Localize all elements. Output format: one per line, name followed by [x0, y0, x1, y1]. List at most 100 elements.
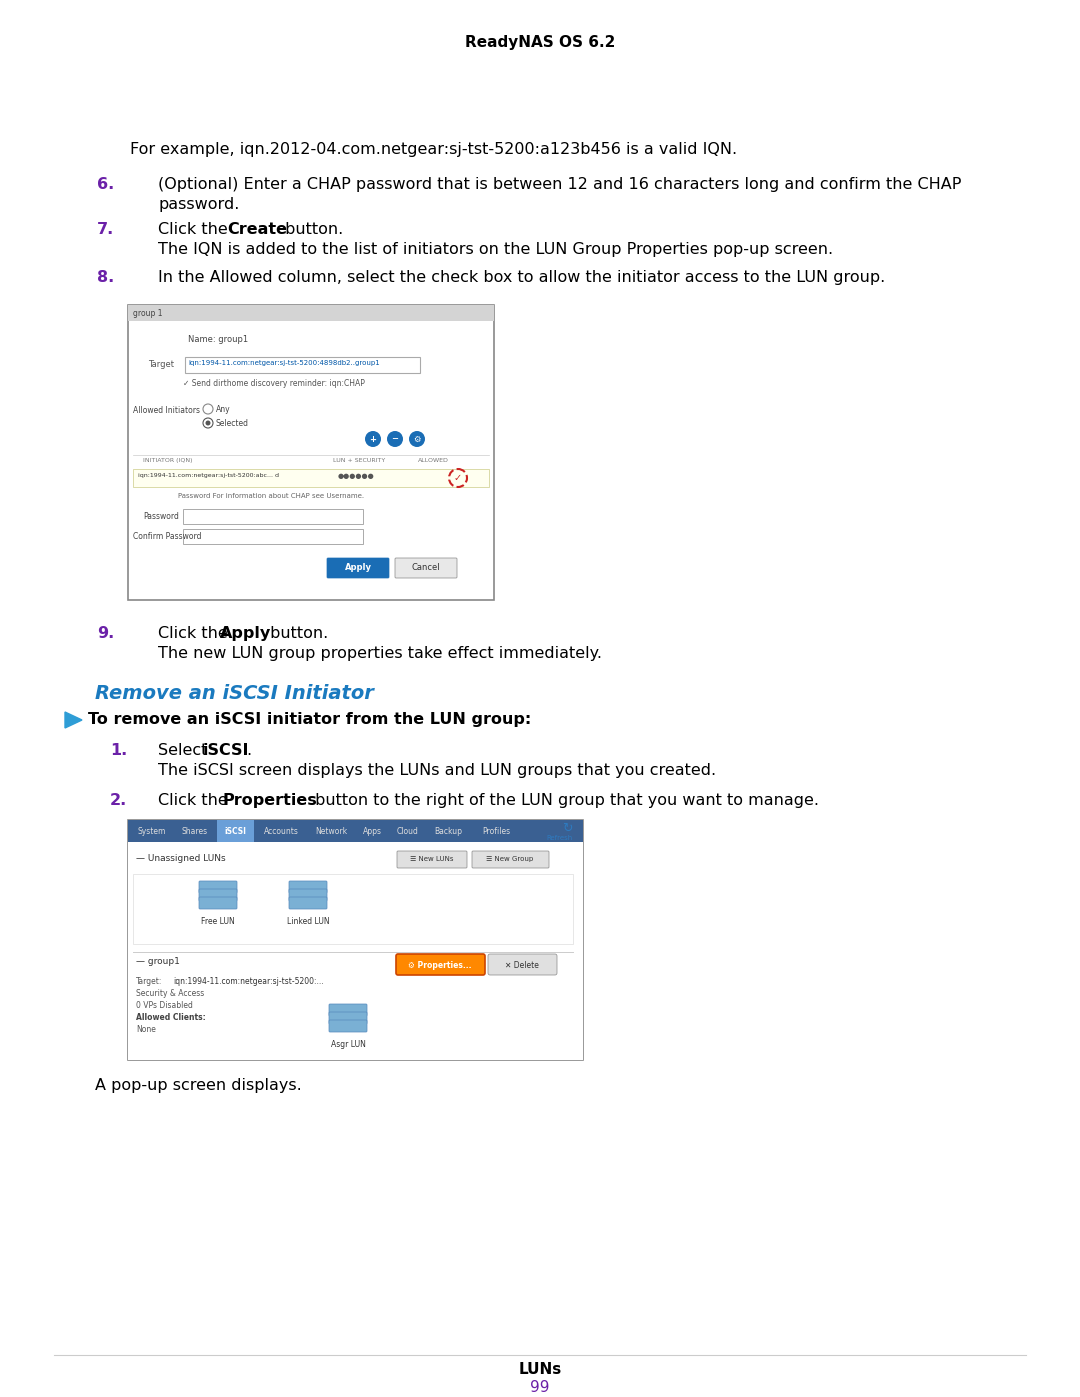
- Text: Click the: Click the: [158, 793, 233, 807]
- Text: Profiles: Profiles: [482, 827, 510, 835]
- Text: Network: Network: [315, 827, 348, 835]
- Text: Selected: Selected: [216, 419, 249, 427]
- Text: The new LUN group properties take effect immediately.: The new LUN group properties take effect…: [158, 645, 602, 661]
- FancyBboxPatch shape: [199, 888, 237, 901]
- FancyBboxPatch shape: [199, 882, 237, 893]
- FancyBboxPatch shape: [396, 954, 485, 975]
- FancyBboxPatch shape: [129, 305, 494, 599]
- Text: Free LUN: Free LUN: [201, 916, 234, 926]
- Circle shape: [365, 432, 381, 447]
- Text: (Optional) Enter a CHAP password that is between 12 and 16 characters long and c: (Optional) Enter a CHAP password that is…: [158, 177, 961, 191]
- Text: ReadyNAS OS 6.2: ReadyNAS OS 6.2: [464, 35, 616, 49]
- Text: 9.: 9.: [97, 626, 114, 641]
- Text: .: .: [246, 743, 252, 759]
- Text: ✓: ✓: [454, 474, 462, 483]
- Text: iSCSI: iSCSI: [225, 827, 246, 835]
- FancyBboxPatch shape: [472, 851, 549, 868]
- FancyBboxPatch shape: [133, 469, 489, 488]
- Text: Refresh: Refresh: [546, 835, 573, 841]
- Text: Asgr LUN: Asgr LUN: [330, 1039, 365, 1049]
- Text: 99: 99: [530, 1380, 550, 1396]
- Text: Properties: Properties: [222, 793, 316, 807]
- Text: Allowed Clients:: Allowed Clients:: [136, 1013, 206, 1023]
- Text: Backup: Backup: [434, 827, 462, 835]
- Text: password.: password.: [158, 197, 240, 212]
- Text: button.: button.: [265, 626, 328, 641]
- Text: Target: Target: [148, 360, 174, 369]
- Text: Cloud: Cloud: [396, 827, 418, 835]
- Text: To remove an iSCSI initiator from the LUN group:: To remove an iSCSI initiator from the LU…: [87, 712, 531, 726]
- Text: 0 VPs Disabled: 0 VPs Disabled: [136, 1002, 193, 1010]
- Text: 6.: 6.: [97, 177, 114, 191]
- Circle shape: [387, 432, 403, 447]
- Text: ALLOWED: ALLOWED: [418, 458, 449, 462]
- Text: 1.: 1.: [110, 743, 127, 759]
- Text: — Unassigned LUNs: — Unassigned LUNs: [136, 854, 226, 863]
- Text: LUNs: LUNs: [518, 1362, 562, 1377]
- FancyBboxPatch shape: [289, 882, 327, 893]
- Text: None: None: [136, 1025, 156, 1034]
- FancyBboxPatch shape: [129, 842, 583, 1060]
- Text: — group1: — group1: [136, 957, 180, 965]
- FancyBboxPatch shape: [289, 897, 327, 909]
- Text: Any: Any: [216, 405, 231, 414]
- Text: For example, iqn.2012-04.com.netgear:sj-tst-5200:a123b456 is a valid IQN.: For example, iqn.2012-04.com.netgear:sj-…: [130, 142, 738, 156]
- Polygon shape: [65, 712, 82, 728]
- Text: Select: Select: [158, 743, 213, 759]
- Text: button.: button.: [280, 222, 343, 237]
- Text: Apply: Apply: [220, 626, 271, 641]
- FancyBboxPatch shape: [395, 557, 457, 578]
- FancyBboxPatch shape: [488, 954, 557, 975]
- Text: Click the: Click the: [158, 626, 233, 641]
- Text: Confirm Password: Confirm Password: [133, 532, 202, 541]
- Text: iqn:1994-11.com:netgear:sj-tst-5200:...: iqn:1994-11.com:netgear:sj-tst-5200:...: [173, 977, 324, 986]
- FancyBboxPatch shape: [185, 358, 420, 373]
- Text: Apply: Apply: [345, 563, 372, 573]
- Text: Name: group1: Name: group1: [188, 335, 248, 344]
- Text: ✕ Delete: ✕ Delete: [505, 961, 539, 970]
- Text: +: +: [369, 434, 377, 443]
- Text: ✓ Send dirthome discovery reminder: iqn:CHAP: ✓ Send dirthome discovery reminder: iqn:…: [183, 379, 365, 388]
- Text: INITIATOR (IQN): INITIATOR (IQN): [143, 458, 192, 462]
- Text: In the Allowed column, select the check box to allow the initiator access to the: In the Allowed column, select the check …: [158, 270, 886, 285]
- Text: ●●●●●●: ●●●●●●: [338, 474, 375, 479]
- FancyBboxPatch shape: [133, 875, 573, 944]
- Text: LUN + SECURITY: LUN + SECURITY: [333, 458, 386, 462]
- Text: Create: Create: [227, 222, 287, 237]
- Text: ⚙ Properties...: ⚙ Properties...: [408, 961, 472, 970]
- Text: 2.: 2.: [110, 793, 127, 807]
- Text: Click the: Click the: [158, 222, 233, 237]
- FancyBboxPatch shape: [183, 509, 363, 524]
- Text: ☰ New Group: ☰ New Group: [486, 856, 534, 862]
- FancyBboxPatch shape: [327, 557, 389, 578]
- FancyBboxPatch shape: [289, 888, 327, 901]
- Text: Linked LUN: Linked LUN: [286, 916, 329, 926]
- Text: iqn:1994-11.com:netgear:sj-tst-5200:4898db2..group1: iqn:1994-11.com:netgear:sj-tst-5200:4898…: [188, 360, 380, 366]
- FancyBboxPatch shape: [217, 820, 254, 842]
- Text: group 1: group 1: [133, 309, 162, 317]
- Text: The iSCSI screen displays the LUNs and LUN groups that you created.: The iSCSI screen displays the LUNs and L…: [158, 763, 716, 778]
- Text: Remove an iSCSI Initiator: Remove an iSCSI Initiator: [95, 685, 374, 703]
- FancyBboxPatch shape: [329, 1004, 367, 1016]
- Circle shape: [409, 432, 426, 447]
- FancyBboxPatch shape: [199, 897, 237, 909]
- FancyBboxPatch shape: [329, 1020, 367, 1032]
- Text: ↻: ↻: [563, 821, 573, 834]
- Text: Password: Password: [143, 511, 179, 521]
- Text: Password For information about CHAP see Username.: Password For information about CHAP see …: [178, 493, 364, 499]
- Text: −: −: [391, 434, 399, 443]
- Text: Security & Access: Security & Access: [136, 989, 204, 997]
- Circle shape: [205, 420, 211, 426]
- Text: Shares: Shares: [181, 827, 208, 835]
- Text: Cancel: Cancel: [411, 563, 441, 573]
- Text: Accounts: Accounts: [264, 827, 298, 835]
- FancyBboxPatch shape: [329, 1011, 367, 1024]
- FancyBboxPatch shape: [129, 820, 583, 1060]
- Text: A pop-up screen displays.: A pop-up screen displays.: [95, 1078, 301, 1092]
- Text: System: System: [138, 827, 166, 835]
- Text: iqn:1994-11.com:netgear:sj-tst-5200:abc... d: iqn:1994-11.com:netgear:sj-tst-5200:abc.…: [138, 474, 279, 478]
- Text: Apps: Apps: [363, 827, 381, 835]
- Text: iSCSI: iSCSI: [203, 743, 249, 759]
- FancyBboxPatch shape: [129, 820, 583, 842]
- Text: button to the right of the LUN group that you want to manage.: button to the right of the LUN group tha…: [310, 793, 819, 807]
